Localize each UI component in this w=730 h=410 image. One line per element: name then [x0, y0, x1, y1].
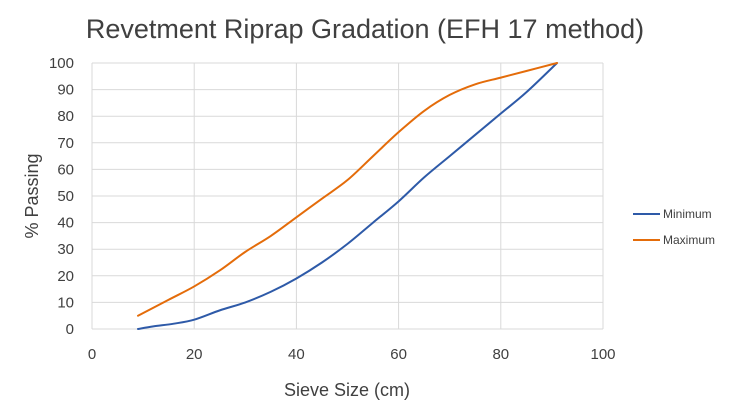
y-tick-label: 70 — [57, 135, 74, 152]
x-tick-label: 100 — [590, 346, 615, 363]
x-tick-label: 60 — [390, 346, 407, 363]
x-tick-label: 80 — [492, 346, 509, 363]
x-axis-label: Sieve Size (cm) — [284, 380, 410, 400]
y-tick-label: 10 — [57, 294, 74, 311]
y-tick-label: 30 — [57, 241, 74, 258]
y-tick-label: 60 — [57, 161, 74, 178]
y-tick-label: 20 — [57, 268, 74, 285]
y-tick-label: 40 — [57, 215, 74, 232]
y-tick-label: 80 — [57, 108, 74, 125]
grid-lines — [91, 62, 604, 330]
y-tick-label: 50 — [57, 188, 74, 205]
legend-label-minimum: Minimum — [663, 207, 712, 221]
x-tick-label: 0 — [88, 346, 96, 363]
x-tick-label: 40 — [288, 346, 305, 363]
x-tick-label: 20 — [186, 346, 203, 363]
series-line-maximum — [136, 62, 559, 317]
chart-title: Revetment Riprap Gradation (EFH 17 metho… — [86, 14, 644, 44]
axis-ticks: 0 10 20 30 40 50 60 70 80 90 100 0 20 40 60 80 100 — [49, 55, 616, 363]
legend-label-maximum: Maximum — [663, 233, 715, 247]
series-lines — [136, 62, 559, 330]
y-axis-label: % Passing — [22, 153, 42, 238]
y-tick-label: 90 — [57, 82, 74, 99]
series-line-minimum — [136, 62, 559, 330]
y-tick-label: 100 — [49, 55, 74, 72]
legend: Minimum Maximum — [633, 207, 715, 247]
y-tick-label: 0 — [66, 321, 74, 338]
